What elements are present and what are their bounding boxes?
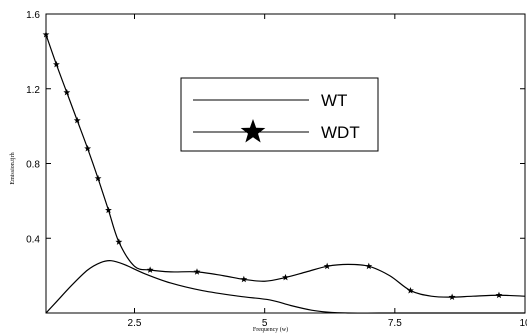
series-marker-wdt — [448, 293, 456, 301]
series-marker-wdt — [282, 273, 289, 281]
x-tick-label: 10 — [519, 318, 527, 329]
axes: 0.4 0.8 1.2 1.6 2.5 5 7.5 10 Frequency (w) Emissi… — [10, 10, 527, 333]
legend-box — [180, 77, 379, 152]
series-marker-wdt — [115, 238, 123, 245]
series-marker-wdt — [323, 262, 331, 270]
x-tick-label: 7.5 — [388, 318, 402, 329]
series-layer — [42, 30, 526, 314]
series-marker-wdt — [94, 174, 102, 182]
series-line-wdt — [45, 34, 526, 298]
legend-star-icon — [240, 119, 266, 143]
series-marker-wdt — [42, 30, 50, 38]
y-tick-label: 0.4 — [26, 234, 40, 245]
series-marker-wdt — [146, 266, 154, 273]
series-line-wt — [45, 260, 525, 314]
plot-frame — [45, 13, 526, 314]
series-marker-wdt — [407, 286, 414, 294]
legend: WT WDT — [180, 77, 379, 152]
y-tick-label: 1.6 — [26, 10, 40, 21]
x-tick-label: 5 — [262, 318, 268, 329]
y-axis-title: Emission.tjrh — [10, 152, 16, 184]
x-tick-label: 2.5 — [128, 318, 142, 329]
y-tick-label: 1.2 — [26, 85, 40, 96]
series-marker-wdt — [63, 88, 71, 96]
series-marker-wdt — [84, 144, 92, 152]
series-marker-wdt — [52, 60, 60, 68]
x-axis-title: Frequency (w) — [253, 326, 288, 333]
legend-label-wdt: WDT — [321, 123, 360, 142]
series-marker-wdt — [105, 206, 112, 214]
series-marker-wdt — [495, 291, 503, 299]
series-marker-wdt — [193, 268, 201, 275]
series-marker-wdt — [240, 275, 248, 283]
legend-label-wt: WT — [321, 91, 347, 110]
series-marker-wdt — [365, 262, 373, 270]
series-marker-wdt — [73, 116, 81, 124]
y-tick-label: 0.8 — [26, 160, 40, 171]
